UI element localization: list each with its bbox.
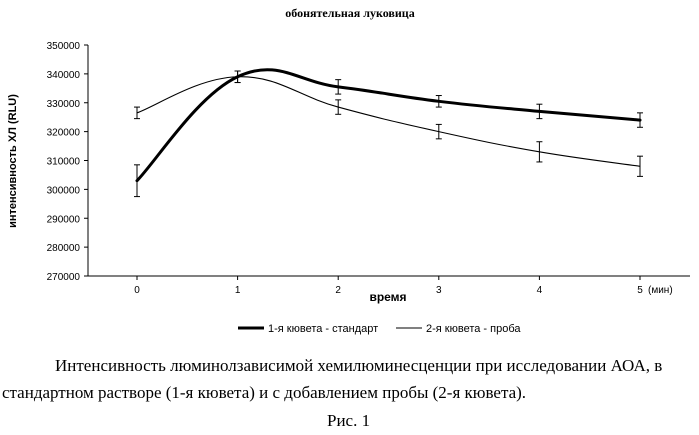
chart: обонятельная луковица интенсивность ХЛ (… xyxy=(0,0,699,340)
y-tick-label: 280000 xyxy=(47,243,81,254)
caption-line-2: стандартном растворе (1-я кювета) и с до… xyxy=(2,383,526,403)
legend-label-sample: 2-я кювета - проба xyxy=(426,323,521,335)
y-tick-label: 300000 xyxy=(47,185,81,196)
figure-label: Рис. 1 xyxy=(327,411,370,431)
x-tick-label: 4 xyxy=(537,285,543,296)
x-unit-label: (мин) xyxy=(648,285,673,296)
x-tick-label: 5 xyxy=(637,285,643,296)
y-tick-label: 330000 xyxy=(47,99,81,110)
y-tick-label: 340000 xyxy=(47,70,81,81)
y-tick-label: 270000 xyxy=(47,272,81,283)
x-axis-label: время xyxy=(369,290,406,304)
y-tick-label: 320000 xyxy=(47,128,81,139)
y-axis-label: интенсивность ХЛ (RLU) xyxy=(7,94,19,228)
legend: 1-я кювета - стандарт 2-я кювета - проба xyxy=(238,323,521,335)
y-tick-label: 350000 xyxy=(47,41,81,52)
chart-title: обонятельная луковица xyxy=(285,6,414,20)
legend-label-standard: 1-я кювета - стандарт xyxy=(268,323,378,335)
plot-area xyxy=(134,70,643,197)
x-tick-label: 1 xyxy=(235,285,241,296)
y-tick-label: 290000 xyxy=(47,214,81,225)
y-axis: 270000 280000 290000 300000 310000 320000 3300… xyxy=(47,41,88,283)
series-line-standard xyxy=(137,70,640,181)
series-line-sample xyxy=(137,77,640,167)
y-tick-label: 310000 xyxy=(47,157,81,168)
x-tick-label: 2 xyxy=(335,285,341,296)
caption-line-1: Интенсивность люминолзависимой хемилюмин… xyxy=(55,356,662,376)
x-tick-label: 3 xyxy=(436,285,442,296)
x-tick-label: 0 xyxy=(134,285,140,296)
